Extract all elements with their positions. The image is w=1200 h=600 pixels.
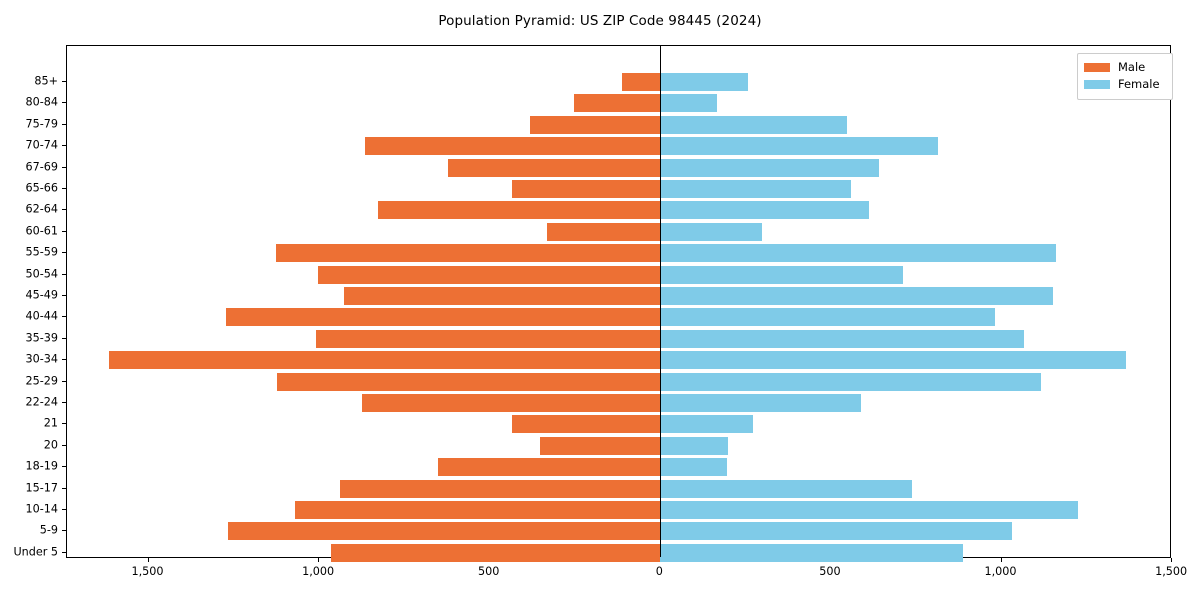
x-axis-label-4: 500 <box>819 565 841 578</box>
x-axis-label-1: 1,000 <box>302 565 335 578</box>
bar-male-22-24 <box>362 394 661 412</box>
bar-female-70-74 <box>660 137 939 156</box>
bar-male-62-64 <box>378 201 661 220</box>
y-axis-label-80-84: 80-84 <box>25 95 58 109</box>
plot-area <box>66 45 1171 562</box>
bar-male-21 <box>512 415 661 434</box>
bar-female-21 <box>660 415 754 434</box>
y-axis-label-55-59: 55-59 <box>25 245 58 259</box>
y-axis-label-18-19: 18-19 <box>25 459 58 473</box>
bar-male-70-74 <box>365 137 661 156</box>
bar-female-35-39 <box>660 329 1025 348</box>
bar-female-80-84 <box>660 94 717 113</box>
y-axis-label-21: 21 <box>43 416 58 430</box>
x-axis-label-2: 500 <box>478 565 500 578</box>
bar-female-18-19 <box>660 458 727 477</box>
x-axis-label-6: 1,500 <box>1155 565 1188 578</box>
legend-label: Female <box>1118 76 1160 91</box>
bar-male-40-44 <box>226 308 661 327</box>
bar-male-20 <box>540 436 661 455</box>
bar-female-22-24 <box>660 394 862 412</box>
legend-swatch-icon-female <box>1084 80 1110 89</box>
bar-female-55-59 <box>660 244 1057 263</box>
bar-female-20 <box>660 436 728 455</box>
chart-legend: Male Female <box>1077 53 1173 100</box>
bar-female-67-69 <box>660 158 879 177</box>
y-axis-label-25-29: 25-29 <box>25 374 58 388</box>
bar-female-15-17 <box>660 479 913 498</box>
bar-male-45-49 <box>344 287 661 305</box>
bar-male-25-29 <box>277 372 661 391</box>
x-axis-tick-mark <box>1171 558 1173 562</box>
bar-male-under-5 <box>331 543 661 562</box>
bar-male-30-34 <box>109 351 661 370</box>
bar-male-85- <box>622 73 661 91</box>
y-axis-label-22-24: 22-24 <box>25 395 58 409</box>
bar-male-35-39 <box>316 329 661 348</box>
legend-label: Male <box>1118 59 1146 74</box>
bar-female-5-9 <box>660 522 1013 541</box>
y-axis-label-20: 20 <box>43 438 58 452</box>
y-axis-label-45-49: 45-49 <box>25 288 58 302</box>
bar-female-50-54 <box>660 265 904 284</box>
y-axis-label-60-61: 60-61 <box>25 224 58 238</box>
y-axis-label-70-74: 70-74 <box>25 138 58 152</box>
x-axis-label-3: 0 <box>655 565 663 578</box>
legend-item-male[interactable]: Male <box>1084 59 1166 76</box>
bar-female-60-61 <box>660 222 762 241</box>
bar-female-45-49 <box>660 287 1054 305</box>
y-axis-label-35-39: 35-39 <box>25 331 58 345</box>
bar-female-25-29 <box>660 372 1042 391</box>
y-axis-label-75-79: 75-79 <box>25 117 58 131</box>
x-axis-label-0: 1,500 <box>131 565 164 578</box>
zero-axis-line <box>660 46 662 557</box>
legend-swatch-icon-male <box>1084 63 1110 72</box>
bar-male-15-17 <box>340 479 661 498</box>
y-axis-label-50-54: 50-54 <box>25 267 58 281</box>
bar-male-75-79 <box>530 115 661 134</box>
legend-item-female[interactable]: Female <box>1084 76 1166 93</box>
y-axis-label-under-5: Under 5 <box>13 545 58 559</box>
bar-female-62-64 <box>660 201 870 220</box>
bar-male-5-9 <box>228 522 661 541</box>
bar-male-80-84 <box>574 94 661 113</box>
bar-female-75-79 <box>660 115 848 134</box>
bar-female-under-5 <box>660 543 963 562</box>
bar-male-18-19 <box>438 458 661 477</box>
bar-male-65-66 <box>512 180 661 198</box>
y-axis-label-65-66: 65-66 <box>25 181 58 195</box>
y-axis-label-5-9: 5-9 <box>39 523 58 537</box>
bar-male-50-54 <box>318 265 661 284</box>
y-axis-label-40-44: 40-44 <box>25 309 58 323</box>
x-axis-tick-mark <box>1000 558 1002 562</box>
bar-male-60-61 <box>547 222 661 241</box>
bar-male-67-69 <box>448 158 661 177</box>
bar-female-30-34 <box>660 351 1127 370</box>
y-axis-label-15-17: 15-17 <box>25 481 58 495</box>
y-axis-label-85-: 85+ <box>34 74 58 88</box>
y-axis-label-67-69: 67-69 <box>25 160 58 174</box>
bar-female-65-66 <box>660 180 852 198</box>
y-axis-label-62-64: 62-64 <box>25 202 58 216</box>
bar-male-55-59 <box>276 244 661 263</box>
x-axis-tick-mark <box>318 558 320 562</box>
y-axis-label-10-14: 10-14 <box>25 502 58 516</box>
x-axis-tick-mark <box>147 558 149 562</box>
bar-female-85- <box>660 73 748 91</box>
chart-title: Population Pyramid: US ZIP Code 98445 (2… <box>438 13 762 29</box>
x-axis-label-5: 1,000 <box>984 565 1017 578</box>
bar-female-40-44 <box>660 308 995 327</box>
bar-female-10-14 <box>660 501 1079 519</box>
bar-male-10-14 <box>295 501 661 519</box>
y-axis-label-30-34: 30-34 <box>25 352 58 366</box>
